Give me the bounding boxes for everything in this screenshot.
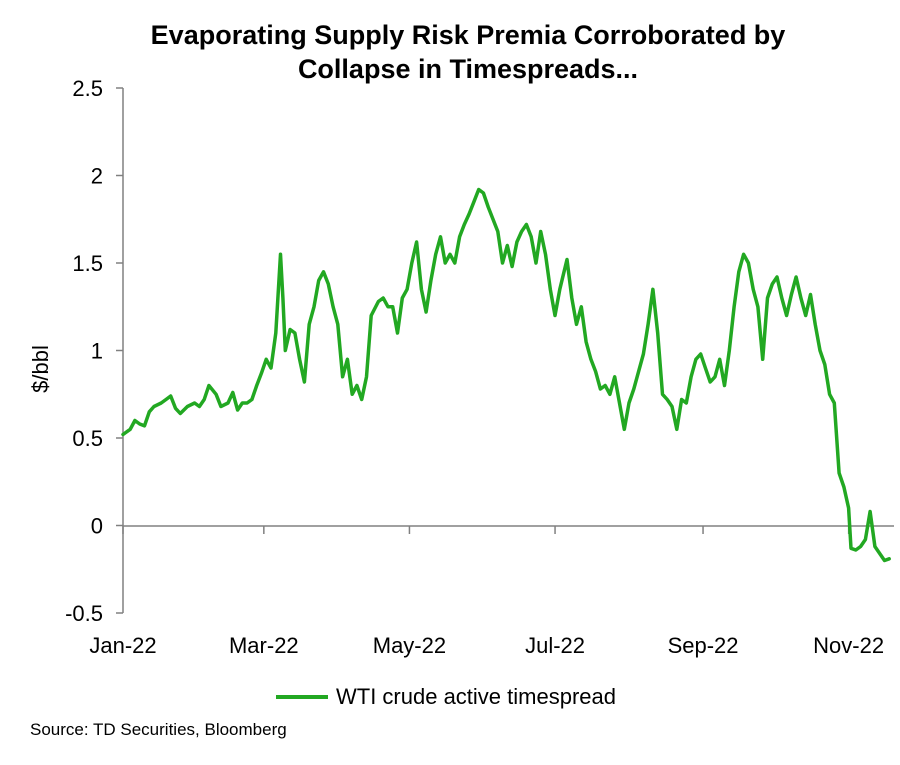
source-note: Source: TD Securities, Bloomberg — [30, 720, 287, 739]
y-axis: -0.5 0 0.5 1 1.5 2 2.5 — [65, 76, 124, 626]
x-tick-label: Jan-22 — [89, 633, 156, 658]
y-tick-label: 2 — [91, 164, 103, 189]
x-tick-label: May-22 — [373, 633, 446, 658]
y-tick-label: 1 — [91, 339, 103, 364]
y-tick-label: -0.5 — [65, 601, 103, 626]
legend-swatch — [276, 695, 328, 699]
chart-title: Evaporating Supply Risk Premia Corrobora… — [0, 18, 900, 86]
x-tick-label: Nov-22 — [813, 633, 884, 658]
chart-title-line-2: Collapse in Timespreads... — [297, 54, 639, 84]
chart-title-line-1: Evaporating Supply Risk Premia Corrobora… — [150, 20, 786, 50]
y-axis-label: $/bbl — [28, 345, 53, 393]
y-tick-label: 0 — [91, 514, 103, 539]
y-tick-label: 2.5 — [72, 76, 103, 101]
x-tick-label: Sep-22 — [668, 633, 739, 658]
x-tick-label: Mar-22 — [229, 633, 299, 658]
x-axis: Jan-22 Mar-22 May-22 Jul-22 Sep-22 Nov-22 — [89, 525, 894, 658]
series-line — [121, 187, 891, 563]
x-tick-label: Jul-22 — [525, 633, 585, 658]
legend-label: WTI crude active timespread — [336, 684, 616, 709]
legend: WTI crude active timespread — [276, 682, 616, 712]
y-tick-label: 0.5 — [72, 426, 103, 451]
series-layer — [121, 187, 891, 563]
y-tick-label: 1.5 — [72, 251, 103, 276]
